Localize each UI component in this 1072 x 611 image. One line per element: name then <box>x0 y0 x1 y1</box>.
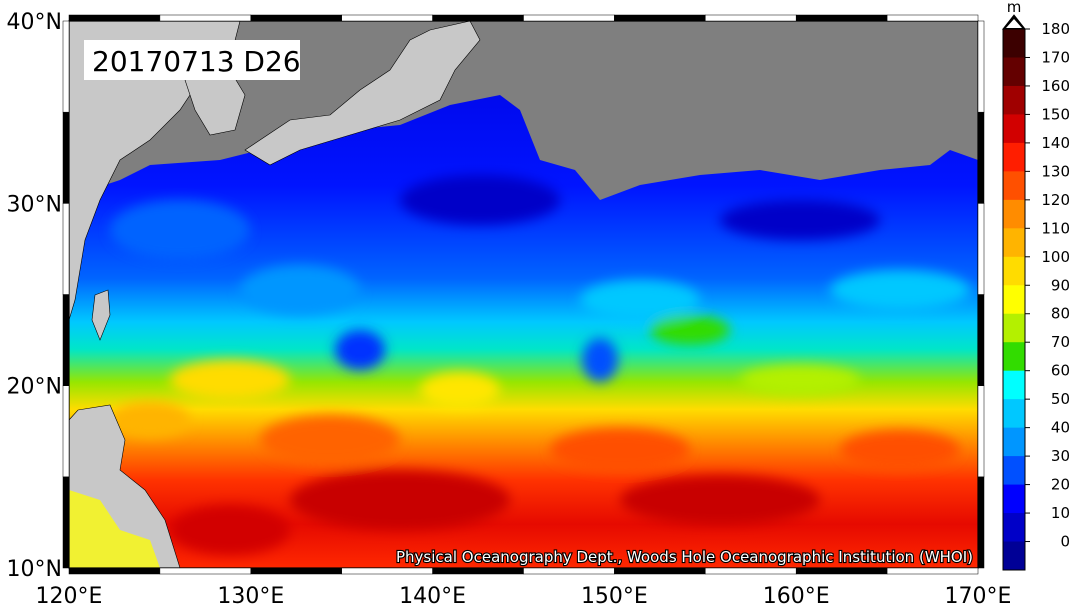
border-bar-bottom <box>614 567 706 575</box>
colorbar-swatches <box>1003 29 1025 571</box>
map-border-bars <box>62 14 985 575</box>
colorbar-unit: m <box>1007 0 1022 16</box>
colorbar-label: 90 <box>1051 276 1070 294</box>
colorbar-swatch <box>1003 342 1025 372</box>
border-bar-bottom <box>159 567 252 575</box>
colorbar-label: 120 <box>1041 191 1070 209</box>
colorbar-swatch <box>1003 171 1025 201</box>
border-bar-bottom <box>705 567 797 575</box>
y-tick-label: 10°N <box>7 557 62 582</box>
border-bar-bottom <box>341 567 433 575</box>
colorbar-label: 80 <box>1051 305 1070 323</box>
border-bar-left <box>62 294 70 386</box>
colorbar-swatch <box>1003 57 1025 87</box>
colorbar-swatch <box>1003 142 1025 172</box>
border-bar-left <box>62 111 70 204</box>
continent-taiwan <box>91 289 111 341</box>
colorbar-label: 140 <box>1041 134 1070 152</box>
border-bar-top <box>68 14 161 22</box>
colorbar-label: 110 <box>1041 219 1070 237</box>
border-bar-bottom <box>795 567 888 575</box>
border-bar-bottom <box>432 567 524 575</box>
colorbar-swatch <box>1003 199 1025 229</box>
x-tick-label: 140°E <box>399 584 466 606</box>
border-bar-right <box>977 476 985 569</box>
colorbar-label: 180 <box>1041 20 1070 38</box>
date-label: 20170713 D26 <box>92 45 301 78</box>
border-bar-right <box>977 385 985 478</box>
colorbar-label: 60 <box>1051 362 1070 380</box>
date-label-box: 20170713 D26 <box>84 40 301 80</box>
x-axis-labels: 120°E 130°E 140°E 150°E 160°E 170°E <box>36 584 1012 609</box>
colorbar-swatch <box>1003 370 1025 400</box>
y-tick-label: 20°N <box>7 375 62 400</box>
colorbar-swatch <box>1003 256 1025 286</box>
y-axis-labels: 40°N 30°N 20°N 10°N <box>7 10 62 582</box>
x-tick-label: 150°E <box>581 584 648 606</box>
colorbar-label: 130 <box>1041 162 1070 180</box>
continent-japan <box>244 21 481 166</box>
x-tick-label: 130°E <box>217 584 284 606</box>
colorbar-swatch <box>1003 541 1025 571</box>
border-bar-top <box>250 14 342 22</box>
colorbar-swatch <box>1003 313 1025 343</box>
border-bar-top <box>795 14 888 22</box>
border-bar-left <box>62 476 70 569</box>
border-bar-bottom <box>250 567 342 575</box>
colorbar-swatch <box>1003 456 1025 486</box>
colorbar-swatch <box>1003 114 1025 144</box>
colorbar-labels: 1801701601501401301201101009080706050403… <box>1025 20 1070 551</box>
colorbar-swatch <box>1003 484 1025 514</box>
border-bar-bottom <box>68 567 161 575</box>
border-bar-bottom <box>886 567 979 575</box>
colorbar-swatch <box>1003 228 1025 258</box>
colorbar-swatch <box>1003 399 1025 429</box>
x-tick-label: 160°E <box>763 584 830 606</box>
y-tick-label: 40°N <box>7 10 62 35</box>
colorbar-label: 20 <box>1051 476 1070 494</box>
colorbar-arrow-inner <box>1006 19 1022 28</box>
border-bar-top <box>886 14 979 22</box>
border-bar-right <box>977 203 985 295</box>
border-bar-top <box>159 14 252 22</box>
colorbar-label: 50 <box>1051 390 1070 408</box>
border-bar-top <box>432 14 524 22</box>
credit-text: Physical Oceanography Dept., Woods Hole … <box>396 548 973 566</box>
y-tick-label: 30°N <box>7 192 62 217</box>
colorbar-label: 150 <box>1041 105 1070 123</box>
colorbar-swatch <box>1003 85 1025 115</box>
colorbar-label: 0 <box>1060 533 1070 551</box>
colorbar-label: 30 <box>1051 447 1070 465</box>
colorbar-label: 170 <box>1041 48 1070 66</box>
colorbar-label: 100 <box>1041 248 1070 266</box>
border-bar-top <box>523 14 615 22</box>
border-bar-left <box>62 20 70 113</box>
border-bar-top <box>614 14 706 22</box>
colorbar-label: 10 <box>1051 504 1070 522</box>
colorbar: m 18017016015014013012011010090807060504… <box>1001 0 1070 571</box>
colorbar-swatch <box>1003 427 1025 457</box>
colorbar-label: 40 <box>1051 419 1070 437</box>
colorbar-label: 70 <box>1051 333 1070 351</box>
border-bar-bottom <box>523 567 615 575</box>
border-bar-right <box>977 20 985 113</box>
border-bar-top <box>705 14 797 22</box>
border-bar-top <box>341 14 433 22</box>
border-bar-right <box>977 111 985 204</box>
x-tick-label: 170°E <box>945 584 1012 606</box>
colorbar-frame <box>1002 28 1026 571</box>
sst-field <box>69 21 978 568</box>
eddy-patches <box>110 175 970 555</box>
colorbar-swatch <box>1003 29 1025 58</box>
border-bar-left <box>62 203 70 295</box>
colorbar-swatch <box>1003 513 1025 543</box>
x-tick-label: 120°E <box>36 584 103 606</box>
border-bar-left <box>62 385 70 478</box>
colorbar-label: 160 <box>1041 77 1070 95</box>
shelf-shallows <box>69 490 160 568</box>
colorbar-swatch <box>1003 285 1025 315</box>
border-bar-right <box>977 294 985 386</box>
